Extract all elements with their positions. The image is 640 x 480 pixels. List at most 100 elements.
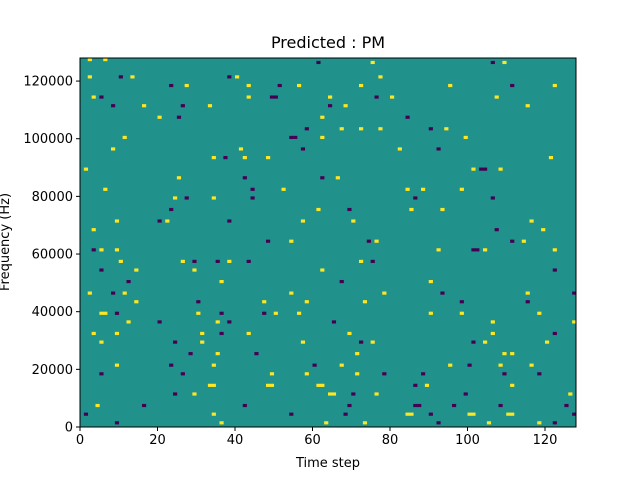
heatmap-cell-184 [510, 352, 515, 356]
heatmap-cell-123 [320, 268, 325, 272]
heatmap-cell-177 [483, 340, 488, 344]
heatmap-cell-27 [374, 95, 379, 99]
heatmap-cell-224 [413, 403, 418, 408]
heatmap-cell-3 [370, 60, 375, 65]
heatmap-cell-144 [99, 311, 104, 315]
heatmap-cell-155 [126, 320, 131, 324]
heatmap-cell-133 [382, 291, 387, 295]
heatmap-cell-121 [134, 268, 139, 272]
heatmap-cell-63 [471, 167, 476, 171]
heatmap-cell-195 [180, 372, 185, 376]
heatmap-cell-124 [552, 268, 557, 272]
heatmap-cell-229 [83, 412, 89, 416]
heatmap-cell-79 [211, 196, 216, 200]
heatmap-cell-182 [355, 352, 360, 356]
heatmap-cell-39 [320, 115, 325, 119]
heatmap-cell-164 [200, 331, 205, 336]
heatmap-cell-156 [157, 320, 162, 324]
heatmap-cell-217 [374, 392, 379, 396]
heatmap-cell-67 [176, 176, 182, 180]
heatmap-cell-7 [118, 75, 123, 79]
heatmap-cell-130 [111, 291, 116, 295]
y-tick-label-1: 20000 [32, 363, 73, 378]
heatmap-cell-43 [359, 127, 364, 131]
heatmap-cell-77 [173, 196, 178, 200]
heatmap-cell-8 [130, 75, 135, 79]
heatmap-cell-93 [351, 219, 356, 223]
heatmap-cell-44 [378, 127, 383, 131]
heatmap-cell-117 [246, 259, 251, 263]
heatmap-cell-188 [312, 363, 317, 367]
heatmap-cell-100 [366, 239, 371, 243]
heatmap-cell-152 [428, 311, 433, 315]
heatmap-cell-111 [552, 248, 557, 252]
heatmap-cell-175 [370, 340, 375, 344]
heatmap-cell-150 [273, 311, 278, 315]
heatmap-cell-26 [328, 95, 333, 99]
heatmap-cell-107 [436, 248, 441, 252]
heatmap-cell-238 [506, 412, 511, 416]
heatmap-cell-88 [114, 219, 120, 223]
heatmap-cell-134 [440, 291, 445, 295]
heatmap-cell-205 [266, 383, 271, 387]
heatmap-cell-98 [266, 239, 271, 243]
heatmap-cell-34 [328, 104, 333, 108]
heatmap-cell-18 [448, 83, 453, 88]
heatmap-cell-237 [471, 412, 476, 416]
y-tick-label-0: 0 [65, 421, 73, 436]
heatmap-cell-47 [122, 135, 127, 140]
heatmap-cell-239 [510, 412, 515, 416]
heatmap-cell-183 [502, 352, 507, 356]
heatmap-cell-126 [219, 279, 224, 284]
heatmap-cell-29 [494, 95, 499, 99]
heatmap-cell-173 [300, 340, 306, 344]
heatmap-cell-159 [331, 320, 337, 324]
heatmap-cell-243 [324, 421, 329, 425]
heatmap-cell-23 [246, 95, 251, 99]
heatmap-cell-119 [370, 259, 375, 263]
heatmap-cell-96 [494, 228, 499, 232]
heatmap-cell-71 [103, 187, 108, 191]
heatmap-cell-153 [459, 311, 464, 315]
heatmap-cell-9 [227, 75, 232, 79]
heatmap-cell-145 [103, 311, 108, 315]
heatmap-cell-80 [250, 196, 255, 200]
heatmap-cell-191 [467, 363, 472, 367]
heatmap-cell-94 [529, 219, 534, 223]
heatmap-cell-19 [510, 83, 515, 88]
heatmap-cell-14 [246, 83, 251, 88]
heatmap-cell-158 [227, 320, 232, 324]
heatmap-cell-70 [335, 176, 340, 180]
heatmap-cell-101 [374, 239, 379, 243]
heatmap-cell-225 [417, 403, 422, 408]
heatmap-cell-102 [510, 239, 515, 243]
y-tick-label-2: 40000 [32, 305, 73, 320]
heatmap-cell-72 [250, 187, 255, 191]
x-tick-label-3: 60 [304, 433, 321, 448]
heatmap-cell-58 [223, 156, 228, 160]
heatmap-cell-6 [87, 75, 92, 79]
heatmap-cell-148 [219, 311, 224, 315]
heatmap-cell-24 [269, 95, 275, 99]
heatmap-cell-201 [502, 372, 507, 376]
heatmap-cell-162 [91, 331, 96, 336]
heatmap-cell-199 [382, 372, 387, 376]
heatmap-cell-228 [564, 403, 569, 408]
heatmap-cell-62 [83, 167, 89, 171]
heatmap-cell-160 [490, 320, 495, 324]
heatmap-cell-180 [215, 352, 220, 356]
heatmap-cell-69 [320, 176, 325, 180]
heatmap-cell-147 [196, 311, 201, 315]
heatmap-cell-61 [548, 156, 554, 160]
heatmap-cell-118 [359, 259, 364, 263]
heatmap-cell-53 [238, 147, 244, 151]
heatmap-cell-82 [490, 196, 495, 200]
heatmap-cell-81 [413, 196, 418, 200]
heatmap-cell-141 [362, 300, 368, 304]
x-axis-title: Time step [295, 456, 360, 471]
heatmap-cell-105 [99, 248, 104, 252]
heatmap-cell-41 [304, 127, 309, 131]
heatmap-cell-108 [471, 248, 476, 252]
heatmap-cell-166 [246, 331, 251, 336]
heatmap-cell-59 [242, 156, 247, 160]
